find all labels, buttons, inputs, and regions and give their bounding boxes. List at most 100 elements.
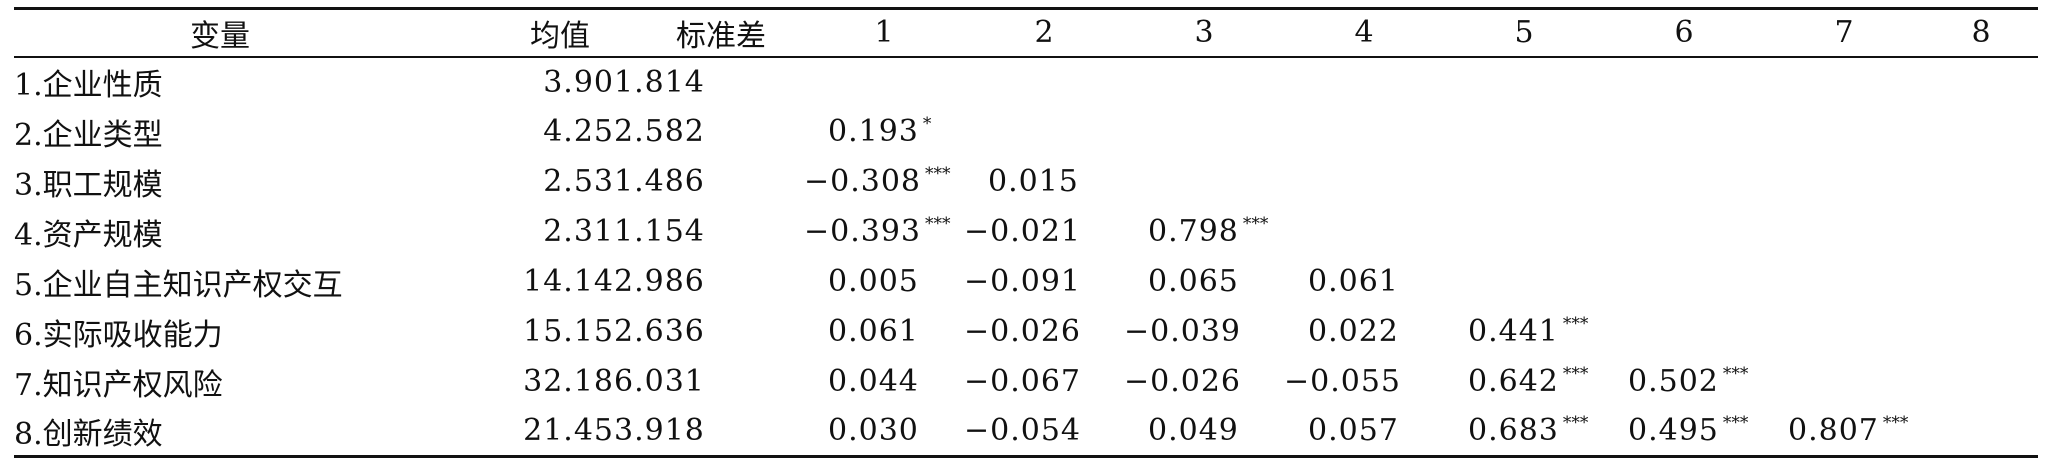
- significance-stars: ***: [925, 164, 951, 184]
- sd-value: 3.918: [614, 406, 804, 458]
- corr-cell-2: −0.067: [964, 357, 1124, 407]
- corr-cell-1: 0.005: [804, 257, 964, 307]
- header-col-3: 3: [1124, 7, 1284, 58]
- table-row: 8.创新绩效 21.45 3.918 0.030 −0.054 0.049 0.057 0.6…: [14, 406, 2038, 458]
- table-row: 2.企业类型 4.25 2.582 0.193 *: [14, 107, 2038, 157]
- correlation-table: 变量 均值 标准差 1 2 3 4 5 6 7 8 1.企业性质 3.90 1.81…: [14, 7, 2038, 458]
- corr-cell-1: 0.193 *: [804, 107, 964, 157]
- variable-label: 4.资产规模: [14, 217, 163, 253]
- corr-cell-5: [1444, 107, 1604, 157]
- header-row: 变量 均值 标准差 1 2 3 4 5 6 7 8: [14, 7, 2038, 58]
- header-col-8: 8: [1924, 7, 2038, 58]
- corr-cell-1: 0.044: [804, 357, 964, 407]
- corr-cell-4: [1284, 207, 1444, 257]
- mean-value: 2.31: [426, 207, 614, 257]
- corr-value: −0.091: [964, 264, 1082, 299]
- sd-text: 2.986: [614, 264, 705, 299]
- corr-value: −0.054: [964, 413, 1082, 449]
- corr-value: 0.044: [828, 364, 919, 399]
- corr-cell-1: [804, 57, 964, 107]
- corr-cell-2: −0.021: [964, 207, 1124, 257]
- mean-value: 32.18: [426, 357, 614, 407]
- corr-cell-6: [1604, 307, 1764, 357]
- header-col-7: 7: [1764, 7, 1924, 58]
- corr-cell-6: 0.502 ***: [1604, 357, 1764, 407]
- corr-cell-4: [1284, 107, 1444, 157]
- corr-value: 0.193: [828, 114, 919, 149]
- corr-cell-8: [1924, 357, 2038, 407]
- corr-cell-2: [964, 57, 1124, 107]
- header-col-2: 2: [964, 7, 1124, 58]
- corr-value: 0.061: [828, 314, 919, 349]
- sd-text: 2.582: [614, 114, 705, 149]
- mean-value: 2.53: [426, 157, 614, 207]
- corr-cell-4: [1284, 57, 1444, 107]
- corr-cell-4: 0.057: [1284, 406, 1444, 458]
- corr-value: 0.798: [1148, 214, 1239, 249]
- table-row: 5.企业自主知识产权交互 14.14 2.986 0.005 −0.091 0.065 0.…: [14, 257, 2038, 307]
- corr-cell-7: 0.807 ***: [1764, 406, 1924, 458]
- significance-stars: ***: [1722, 413, 1749, 434]
- table-body: 1.企业性质 3.90 1.814 2.企业类型 4.25 2.582 0.193 * 3.职工…: [14, 57, 2038, 458]
- mean-value: 21.45: [426, 406, 614, 458]
- corr-cell-2: [964, 107, 1124, 157]
- corr-cell-4: 0.022: [1284, 307, 1444, 357]
- corr-cell-6: 0.495 ***: [1604, 406, 1764, 458]
- mean-value: 3.90: [426, 57, 614, 107]
- corr-cell-6: [1604, 257, 1764, 307]
- corr-value: −0.393: [804, 214, 922, 249]
- corr-value: 0.683: [1468, 413, 1559, 449]
- sd-text: 3.918: [614, 413, 705, 449]
- corr-cell-8: [1924, 207, 2038, 257]
- corr-cell-5: [1444, 207, 1604, 257]
- significance-stars: *: [922, 114, 932, 134]
- corr-cell-7: [1764, 207, 1924, 257]
- corr-cell-3: 0.798 ***: [1124, 207, 1284, 257]
- corr-value: 0.015: [988, 164, 1079, 199]
- mean-text: 2.31: [543, 214, 614, 249]
- significance-stars: ***: [1562, 364, 1589, 384]
- corr-cell-1: −0.308 ***: [804, 157, 964, 207]
- mean-text: 4.25: [543, 114, 614, 149]
- corr-cell-8: [1924, 107, 2038, 157]
- sd-value: 1.154: [614, 207, 804, 257]
- corr-cell-3: [1124, 157, 1284, 207]
- sd-text: 1.154: [614, 214, 705, 249]
- significance-stars: ***: [1562, 314, 1589, 334]
- significance-stars: ***: [1722, 364, 1749, 384]
- corr-cell-8: [1924, 406, 2038, 458]
- corr-cell-4: 0.061: [1284, 257, 1444, 307]
- corr-cell-8: [1924, 307, 2038, 357]
- corr-value: −0.308: [804, 164, 922, 199]
- corr-cell-7: [1764, 57, 1924, 107]
- corr-value: −0.026: [1124, 364, 1242, 399]
- header-col-1: 1: [804, 7, 964, 58]
- corr-value: 0.005: [828, 264, 919, 299]
- corr-value: 0.057: [1308, 413, 1399, 449]
- table-row: 7.知识产权风险 32.18 6.031 0.044 −0.067 −0.026 −0.05…: [14, 357, 2038, 407]
- mean-text: 32.18: [523, 364, 614, 399]
- mean-text: 15.15: [523, 314, 614, 349]
- table-row: 1.企业性质 3.90 1.814: [14, 57, 2038, 107]
- significance-stars: ***: [1242, 214, 1269, 234]
- header-col-5: 5: [1444, 7, 1604, 58]
- corr-cell-5: 0.441 ***: [1444, 307, 1604, 357]
- corr-value: −0.039: [1124, 314, 1242, 349]
- corr-cell-1: 0.030: [804, 406, 964, 458]
- mean-value: 15.15: [426, 307, 614, 357]
- sd-value: 1.814: [614, 57, 804, 107]
- table-row: 6.实际吸收能力 15.15 2.636 0.061 −0.026 −0.039 0.022…: [14, 307, 2038, 357]
- variable-label: 2.企业类型: [14, 117, 163, 153]
- header-col-6: 6: [1604, 7, 1764, 58]
- corr-cell-2: −0.026: [964, 307, 1124, 357]
- corr-cell-2: −0.091: [964, 257, 1124, 307]
- sd-text: 6.031: [614, 364, 705, 399]
- corr-cell-4: [1284, 157, 1444, 207]
- corr-cell-1: 0.061: [804, 307, 964, 357]
- corr-value: 0.502: [1628, 364, 1719, 399]
- table-row: 3.职工规模 2.53 1.486 −0.308 *** 0.015: [14, 157, 2038, 207]
- variable-label: 3.职工规模: [14, 167, 163, 203]
- corr-cell-3: [1124, 107, 1284, 157]
- corr-value: −0.026: [964, 314, 1082, 349]
